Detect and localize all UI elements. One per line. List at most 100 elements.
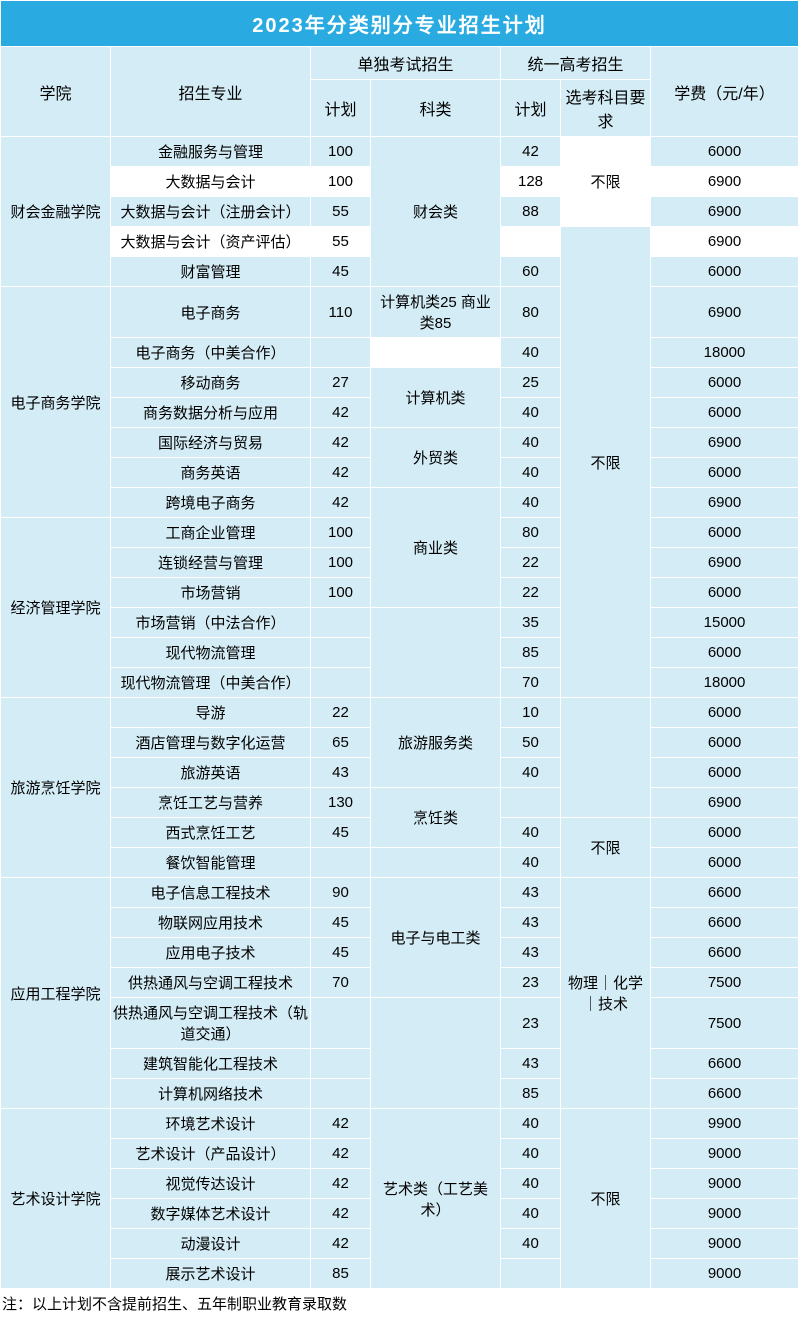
plan2-cell: 43 [501,938,561,968]
fee-cell: 6600 [651,908,799,938]
plan2-cell: 10 [501,698,561,728]
fee-cell: 6900 [651,428,799,458]
plan2-cell: 25 [501,368,561,398]
plan2-cell: 40 [501,1139,561,1169]
college-cell: 艺术设计学院 [1,1109,111,1289]
plan2-cell: 80 [501,287,561,338]
category-cell: 外贸类 [371,428,501,488]
fee-cell: 6600 [651,1049,799,1079]
plan2-cell: 85 [501,1079,561,1109]
major-cell: 跨境电子商务 [111,488,311,518]
major-cell: 艺术设计（产品设计） [111,1139,311,1169]
plan1-cell: 45 [311,818,371,848]
college-cell: 旅游烹饪学院 [1,698,111,878]
plan2-cell: 70 [501,668,561,698]
plan1-cell: 65 [311,728,371,758]
college-cell: 财会金融学院 [1,137,111,287]
plan2-cell: 22 [501,548,561,578]
major-cell: 旅游英语 [111,758,311,788]
college-cell: 经济管理学院 [1,518,111,698]
plan2-cell: 43 [501,878,561,908]
table-row: 电子商务学院 电子商务 110 计算机类25 商业类85 80 6900 [1,287,799,338]
footer-note: 注：以上计划不含提前招生、五年制职业教育录取数 [0,1289,799,1318]
plan1-cell: 42 [311,398,371,428]
major-cell: 展示艺术设计 [111,1259,311,1289]
subject-req-cell: 不限 [561,227,651,698]
major-cell: 商务数据分析与应用 [111,398,311,428]
plan1-cell: 110 [311,287,371,338]
plan2-cell: 43 [501,908,561,938]
plan1-cell: 42 [311,1169,371,1199]
major-cell: 供热通风与空调工程技术 [111,968,311,998]
fee-cell: 9000 [651,1199,799,1229]
plan2-cell: 40 [501,338,561,368]
plan2-cell: 50 [501,728,561,758]
major-cell: 电子信息工程技术 [111,878,311,908]
fee-cell: 6000 [651,578,799,608]
plan1-cell: 70 [311,968,371,998]
category-cell: 计算机类25 商业类85 [371,287,501,338]
fee-cell: 9000 [651,1169,799,1199]
major-cell: 酒店管理与数字化运营 [111,728,311,758]
col-plan2: 计划 [501,80,561,137]
fee-cell: 9000 [651,1229,799,1259]
fee-cell: 7500 [651,968,799,998]
fee-cell: 6000 [651,698,799,728]
subject-req-cell: 不限 [561,818,651,878]
category-cell: 商业类 [371,488,501,608]
major-cell: 电子商务（中美合作） [111,338,311,368]
major-cell: 动漫设计 [111,1229,311,1259]
plan1-cell: 42 [311,458,371,488]
plan1-cell: 42 [311,428,371,458]
plan1-cell [311,1049,371,1079]
plan1-cell [311,338,371,368]
plan1-cell: 100 [311,137,371,167]
category-cell: 电子与电工类 [371,878,501,998]
major-cell: 市场营销（中法合作） [111,608,311,638]
plan2-cell: 85 [501,638,561,668]
plan2-cell: 40 [501,818,561,848]
table-row: 跨境电子商务 42 商业类 40 6900 [1,488,799,518]
major-cell: 数字媒体艺术设计 [111,1199,311,1229]
plan1-cell: 27 [311,368,371,398]
plan2-cell: 40 [501,398,561,428]
plan1-cell: 45 [311,908,371,938]
plan2-cell [501,227,561,257]
plan2-cell: 40 [501,428,561,458]
fee-cell: 9000 [651,1259,799,1289]
major-cell: 商务英语 [111,458,311,488]
fee-cell: 7500 [651,998,799,1049]
fee-cell: 6000 [651,728,799,758]
major-cell: 大数据与会计（注册会计） [111,197,311,227]
major-cell: 导游 [111,698,311,728]
plan1-cell: 100 [311,518,371,548]
fee-cell: 15000 [651,608,799,638]
fee-cell: 6000 [651,137,799,167]
plan2-cell [501,1259,561,1289]
plan1-cell: 55 [311,197,371,227]
major-cell: 现代物流管理（中美合作） [111,668,311,698]
fee-cell: 6000 [651,638,799,668]
plan2-cell: 43 [501,1049,561,1079]
plan2-cell [501,788,561,818]
category-cell: 旅游服务类 [371,698,501,788]
fee-cell: 18000 [651,668,799,698]
category-cell [371,608,501,698]
major-cell: 工商企业管理 [111,518,311,548]
plan2-cell: 40 [501,848,561,878]
major-cell: 烹饪工艺与营养 [111,788,311,818]
fee-cell: 6000 [651,758,799,788]
col-tuition: 学费（元/年） [651,47,799,137]
fee-cell: 6900 [651,197,799,227]
plan1-cell [311,1079,371,1109]
major-cell: 供热通风与空调工程技术（轨道交通） [111,998,311,1049]
plan2-cell: 40 [501,758,561,788]
fee-cell: 6900 [651,788,799,818]
plan1-cell: 45 [311,938,371,968]
plan2-cell: 23 [501,998,561,1049]
plan2-cell: 40 [501,488,561,518]
plan2-cell: 60 [501,257,561,287]
col-major: 招生专业 [111,47,311,137]
fee-cell: 6000 [651,458,799,488]
subject-req-cell: 不限 [561,137,651,227]
